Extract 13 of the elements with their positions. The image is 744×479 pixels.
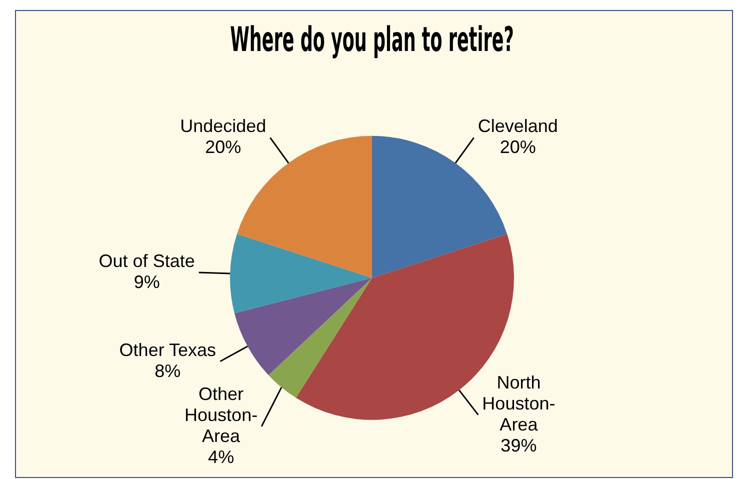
slice-label: Cleveland <box>478 116 558 136</box>
data-label: 8% <box>154 360 181 381</box>
data-label: 39% <box>500 435 537 456</box>
data-label: 4% <box>208 446 234 467</box>
chart-title: Where do you plan to retire? <box>230 21 514 60</box>
data-label: 20% <box>500 137 536 158</box>
slice-label: North Houston-Area <box>482 372 556 434</box>
slice-label: Undecided <box>180 116 266 136</box>
slice-label: Other Texas <box>119 340 216 360</box>
data-label: 20% <box>205 137 242 158</box>
slice-label: Out of State <box>98 250 195 271</box>
data-label: 9% <box>134 272 160 292</box>
slice-label: Other Houston-Area <box>184 384 258 446</box>
